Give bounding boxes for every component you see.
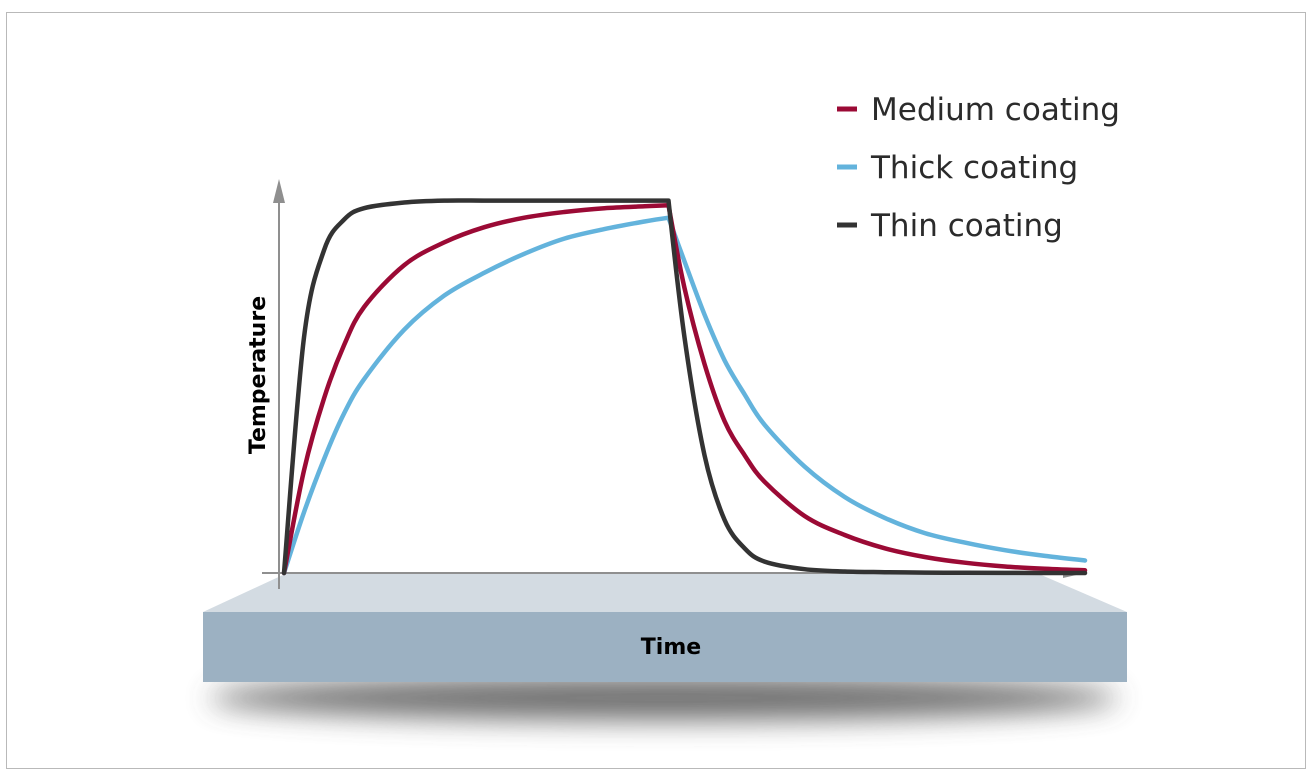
- legend: Medium coating Thick coating Thin coatin…: [837, 92, 1120, 244]
- x-axis-title: Time: [641, 635, 701, 660]
- series-line-thick-coating: [281, 215, 1088, 576]
- platform-front: [203, 612, 1127, 682]
- y-axis-title: Temperature: [246, 296, 271, 454]
- chart-frame: Time Temperature Medium coating Thick co…: [6, 12, 1306, 769]
- series-line-thin-coating: [281, 198, 1088, 576]
- platform-shadow: [209, 676, 1119, 720]
- legend-label-medium: Medium coating: [871, 92, 1120, 128]
- series-group: [281, 198, 1088, 576]
- y-axis-arrow-icon: [273, 179, 285, 203]
- legend-label-thin: Thin coating: [870, 208, 1063, 244]
- chart-svg: Time Temperature Medium coating Thick co…: [203, 92, 1127, 720]
- legend-item-thick: Thick coating: [837, 150, 1078, 186]
- platform-top: [203, 574, 1127, 612]
- legend-item-thin: Thin coating: [837, 208, 1063, 244]
- legend-label-thick: Thick coating: [870, 150, 1078, 186]
- legend-item-medium: Medium coating: [837, 92, 1120, 128]
